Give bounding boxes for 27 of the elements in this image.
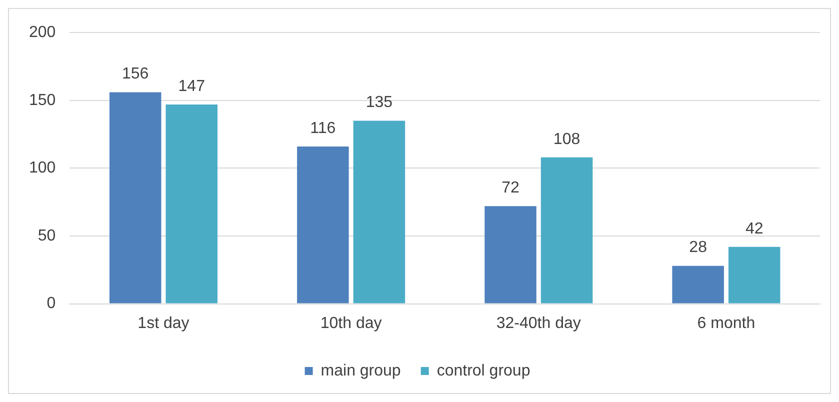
legend-label: control group	[436, 362, 530, 380]
data-label: 42	[745, 220, 764, 238]
x-tick-label: 32-40th day	[496, 314, 581, 332]
bar	[540, 157, 593, 304]
y-tick-label: 50	[38, 227, 56, 244]
bar	[484, 206, 536, 304]
x-tick-label: 1st day	[138, 314, 190, 332]
data-label: 72	[502, 180, 520, 197]
bar	[109, 92, 162, 304]
bar	[728, 246, 780, 304]
y-tick-label: 100	[28, 160, 56, 177]
y-tick-label: 0	[46, 295, 56, 312]
bar	[672, 266, 724, 304]
bar	[353, 120, 406, 304]
data-label: 108	[553, 130, 580, 148]
data-label: 147	[178, 78, 206, 95]
bar	[166, 104, 218, 304]
data-label: 28	[689, 239, 708, 256]
y-tick-label: 150	[28, 92, 56, 109]
bar	[297, 146, 349, 304]
data-label: 135	[366, 94, 393, 112]
data-label: 156	[122, 66, 149, 83]
data-label: 116	[310, 120, 336, 137]
x-tick-label: 10th day	[320, 314, 382, 332]
legend-label: main group	[320, 362, 401, 380]
x-tick-label: 6 month	[697, 314, 756, 332]
y-tick-label: 200	[28, 24, 56, 42]
